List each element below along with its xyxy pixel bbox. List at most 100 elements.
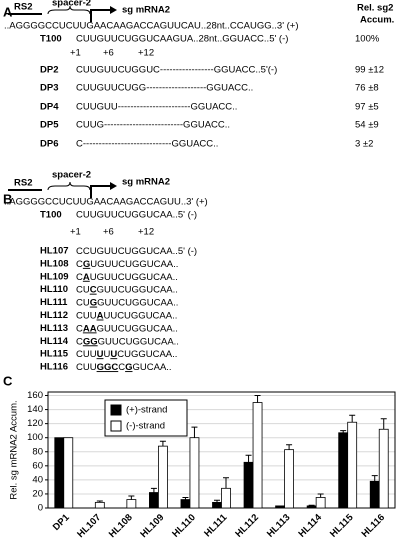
bar [54,437,65,509]
y-tick-label: 120 [27,418,43,429]
spacer: spacer-2 [52,170,91,181]
x-tick-label: HL115 [328,512,356,540]
row-seq: CUUGGCCGGUCAA.. [76,362,172,373]
seq-part: U [103,349,110,360]
seq-part: CCUGUUCUGGUCAA..5' (-) [76,246,197,257]
seq-part: C [76,323,83,334]
legend-swatch [110,420,122,432]
template-accum: 100% [355,34,380,45]
error-bar [150,487,157,493]
row-name: DP2 [40,65,58,76]
x-tick-label: HL111 [202,512,230,540]
seq-part: CUU [76,362,97,373]
header: Accum. [360,15,394,26]
spacer-bracket [47,5,91,15]
row-name: HL111 [40,297,68,308]
row-seq: CUUGUUCUGG-------------------GGUACC.. [76,83,253,94]
seq-part: GGC [97,362,119,373]
row-seq: CUUG-------------------------GGUACC.. [76,120,230,131]
row-name: DP6 [40,139,58,150]
header: Rel. sg2 [357,3,393,14]
error-bar [317,493,324,498]
seq-part: G [90,297,97,308]
seq-part: C [90,284,97,295]
x-tick-label: HL108 [107,512,135,540]
error-bar [159,440,166,447]
error-bar [96,500,103,503]
error-bar [191,426,198,438]
legend-label: (+)-strand [126,405,167,416]
row-name: HL109 [40,271,69,282]
plus-strand: ..AGGGGCCUCUUGAACAAGACCAGUUCAU..28nt..CC… [4,21,299,32]
error-bar [286,444,293,450]
bar [180,499,191,509]
position: +1 [70,227,81,238]
row-name: HL113 [40,323,68,334]
template-name: T100 [40,210,62,221]
plus-strand: ..AGGGGCCUCUUGAACAAGACCAGUU..3' (+) [4,197,208,208]
seq-part: CUU [76,310,97,321]
seq-part: UGUUCUGGUCAA.. [90,271,178,282]
row-seq: CGGGUUCUGGUCAA.. [76,336,179,347]
seq-part: A [83,271,90,282]
error-bar [214,499,220,503]
position: +6 [103,48,114,59]
row-seq: CAAGUUCUGGUCAA.. [76,323,178,334]
seq-part: GUUCUGGUCAA.. [97,323,178,334]
row-seq: CUUUUUCUGGUCAA.. [76,349,177,360]
seq-part: U [97,349,104,360]
position: +1 [70,48,81,59]
panel-label: A [3,4,13,19]
error-bar [380,418,387,430]
bar [212,501,222,509]
bar [315,497,326,509]
seq-part: AA [83,323,97,334]
sg-label: sg mRNA2 [122,177,170,188]
rs2: RS2 [14,178,32,189]
row-accum: 54 ±9 [355,120,379,131]
bar [63,437,74,509]
bar [221,487,231,509]
arrow-head [110,6,117,14]
x-tick-label: HL116 [360,512,388,540]
error-bar [340,430,347,433]
panel-label: B [3,191,12,206]
legend-label: (-)-strand [126,421,165,432]
seq-part: GUUCUGGUCAA.. [97,297,178,308]
seq-part: U [110,349,117,360]
bar [306,505,317,509]
seq-part: GG [83,336,98,347]
row-name: HL112 [40,310,68,321]
bar [378,428,389,509]
template-seq: CUUGUUCUGGUCAAGUA..28nt..GGUACC..5' (-) [76,34,288,45]
row-name: HL115 [40,349,69,360]
seq-part: A [97,310,104,321]
bar [347,421,358,509]
bar [189,437,200,509]
error-bar [371,475,378,482]
row-seq: CUGGUUCUGGUCAA.. [76,297,178,308]
bar [252,402,263,509]
x-tick-label: HL112 [233,512,261,540]
arrow-head [110,182,117,190]
row-seq: CUUGUUCUGGUC-----------------GGUACC..5'(… [76,65,277,76]
seq-part: GUCAA.. [133,362,172,373]
panel-label: C [3,373,13,388]
arrow [90,185,110,198]
row-name: DP3 [40,83,58,94]
bar [243,461,254,509]
seq-part: C [76,336,83,347]
error-bar [254,395,261,403]
position: +6 [103,227,114,238]
seq-part: UGUUCUGGUCAA.. [90,258,178,269]
row-seq: CUUAUUCUGGUCAA.. [76,310,177,321]
bar [338,432,349,509]
seq-part: GUUCUGGUCAA.. [97,284,178,295]
bar [149,492,159,509]
error-bar [128,495,135,500]
bar [284,449,294,509]
panel-b: B RS2 spacer-2 sg mRNA2 ..AGGGGCCUCUUGAA… [3,170,208,238]
row-name: HL108 [40,258,69,269]
bar [158,445,168,509]
